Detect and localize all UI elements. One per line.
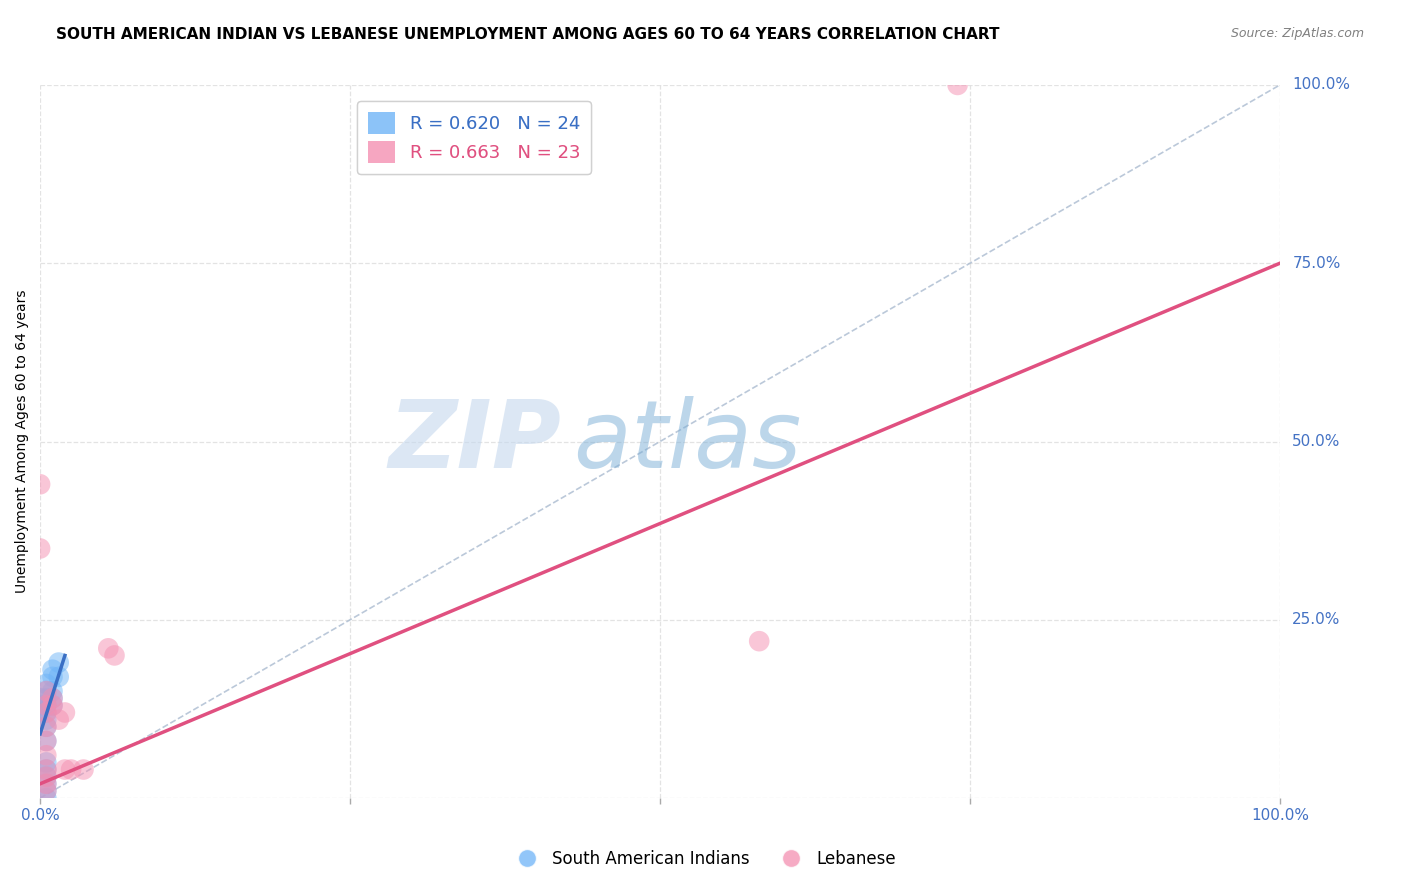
Point bbox=[35, 784, 58, 798]
Point bbox=[35, 791, 58, 805]
Point bbox=[97, 641, 120, 656]
Point bbox=[35, 748, 58, 763]
Point bbox=[35, 698, 58, 713]
Text: 25.0%: 25.0% bbox=[1292, 612, 1341, 627]
Text: atlas: atlas bbox=[574, 396, 801, 487]
Point bbox=[35, 763, 58, 777]
Text: 50.0%: 50.0% bbox=[1292, 434, 1341, 449]
Y-axis label: Unemployment Among Ages 60 to 64 years: Unemployment Among Ages 60 to 64 years bbox=[15, 290, 30, 593]
Point bbox=[30, 698, 52, 713]
Text: ZIP: ZIP bbox=[388, 395, 561, 488]
Point bbox=[35, 734, 58, 748]
Text: 100.0%: 100.0% bbox=[1292, 78, 1350, 93]
Text: Source: ZipAtlas.com: Source: ZipAtlas.com bbox=[1230, 27, 1364, 40]
Point bbox=[72, 763, 94, 777]
Point bbox=[35, 756, 58, 770]
Point bbox=[30, 691, 52, 706]
Point bbox=[41, 663, 63, 677]
Point bbox=[35, 684, 58, 698]
Point bbox=[35, 777, 58, 791]
Point bbox=[35, 777, 58, 791]
Point bbox=[35, 691, 58, 706]
Point bbox=[30, 477, 52, 491]
Legend: R = 0.620   N = 24, R = 0.663   N = 23: R = 0.620 N = 24, R = 0.663 N = 23 bbox=[357, 101, 591, 174]
Point bbox=[35, 734, 58, 748]
Point bbox=[35, 720, 58, 734]
Point bbox=[48, 656, 70, 670]
Point bbox=[35, 720, 58, 734]
Point bbox=[35, 677, 58, 691]
Point bbox=[35, 784, 58, 798]
Point bbox=[53, 706, 76, 720]
Point bbox=[48, 670, 70, 684]
Point bbox=[35, 770, 58, 784]
Point bbox=[35, 713, 58, 727]
Point bbox=[48, 713, 70, 727]
Point bbox=[30, 706, 52, 720]
Text: SOUTH AMERICAN INDIAN VS LEBANESE UNEMPLOYMENT AMONG AGES 60 TO 64 YEARS CORRELA: SOUTH AMERICAN INDIAN VS LEBANESE UNEMPL… bbox=[56, 27, 1000, 42]
Point bbox=[41, 670, 63, 684]
Point bbox=[35, 706, 58, 720]
Point bbox=[41, 691, 63, 706]
Point bbox=[103, 648, 125, 663]
Point bbox=[946, 78, 969, 92]
Point bbox=[35, 684, 58, 698]
Text: 75.0%: 75.0% bbox=[1292, 256, 1341, 270]
Point bbox=[41, 691, 63, 706]
Point bbox=[41, 698, 63, 713]
Point bbox=[35, 698, 58, 713]
Point bbox=[53, 763, 76, 777]
Point bbox=[35, 763, 58, 777]
Point bbox=[35, 706, 58, 720]
Legend: South American Indians, Lebanese: South American Indians, Lebanese bbox=[503, 844, 903, 875]
Point bbox=[60, 763, 83, 777]
Point bbox=[35, 770, 58, 784]
Point bbox=[41, 684, 63, 698]
Point bbox=[41, 698, 63, 713]
Point bbox=[748, 634, 770, 648]
Point bbox=[30, 541, 52, 556]
